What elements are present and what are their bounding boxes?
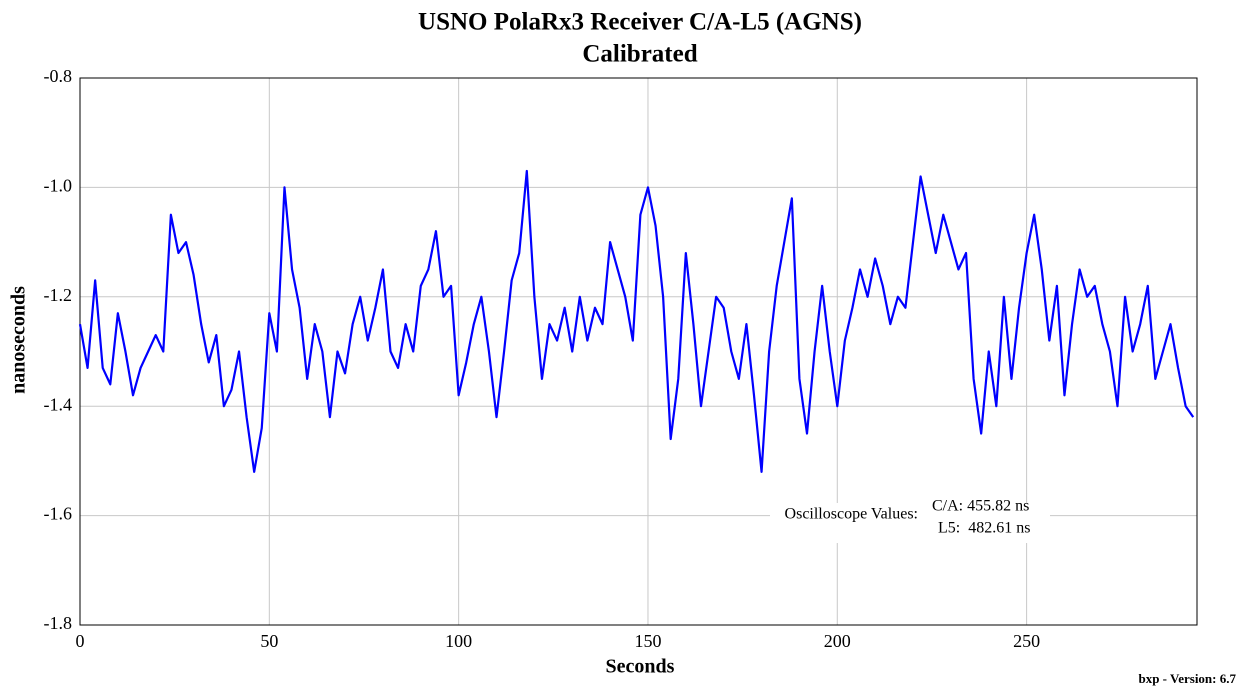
x-axis-label: Seconds [606,656,675,678]
annotation-box [770,503,1050,543]
x-tick-label: 100 [445,631,472,651]
x-tick-label: 150 [634,631,661,651]
y-tick-label: -1.4 [44,394,73,414]
y-tick-label: -1.2 [44,285,73,305]
y-axis-label: nanoseconds [8,286,30,394]
y-tick-label: -1.8 [44,613,73,633]
plot-area: -1.8 -1.6 -1.4 -1.2 -1.0 -0.8 0 50 100 150 200 250 [44,66,1198,651]
chart-title: USNO PolaRx3 Receiver C/A-L5 (AGNS) [418,9,862,36]
x-tick-label: 250 [1013,631,1040,651]
y-tick-label: -0.8 [44,66,73,86]
annotation-label: Oscilloscope Values: [785,506,918,523]
y-tick-label: -1.0 [44,176,73,196]
x-tick-label: 200 [824,631,851,651]
annotation-line: C/A: 455.82 ns [932,498,1029,515]
x-tick-label: 50 [260,631,278,651]
chart-subtitle: Calibrated [582,41,697,68]
plot-border [79,77,1198,626]
data-line [78,169,1195,473]
annotation-line: L5: 482.61 ns [938,520,1030,537]
y-tick-label: -1.6 [44,504,73,524]
footer: bxp - Version: 6.7 [1138,671,1236,686]
x-tick-label: 0 [76,631,85,651]
